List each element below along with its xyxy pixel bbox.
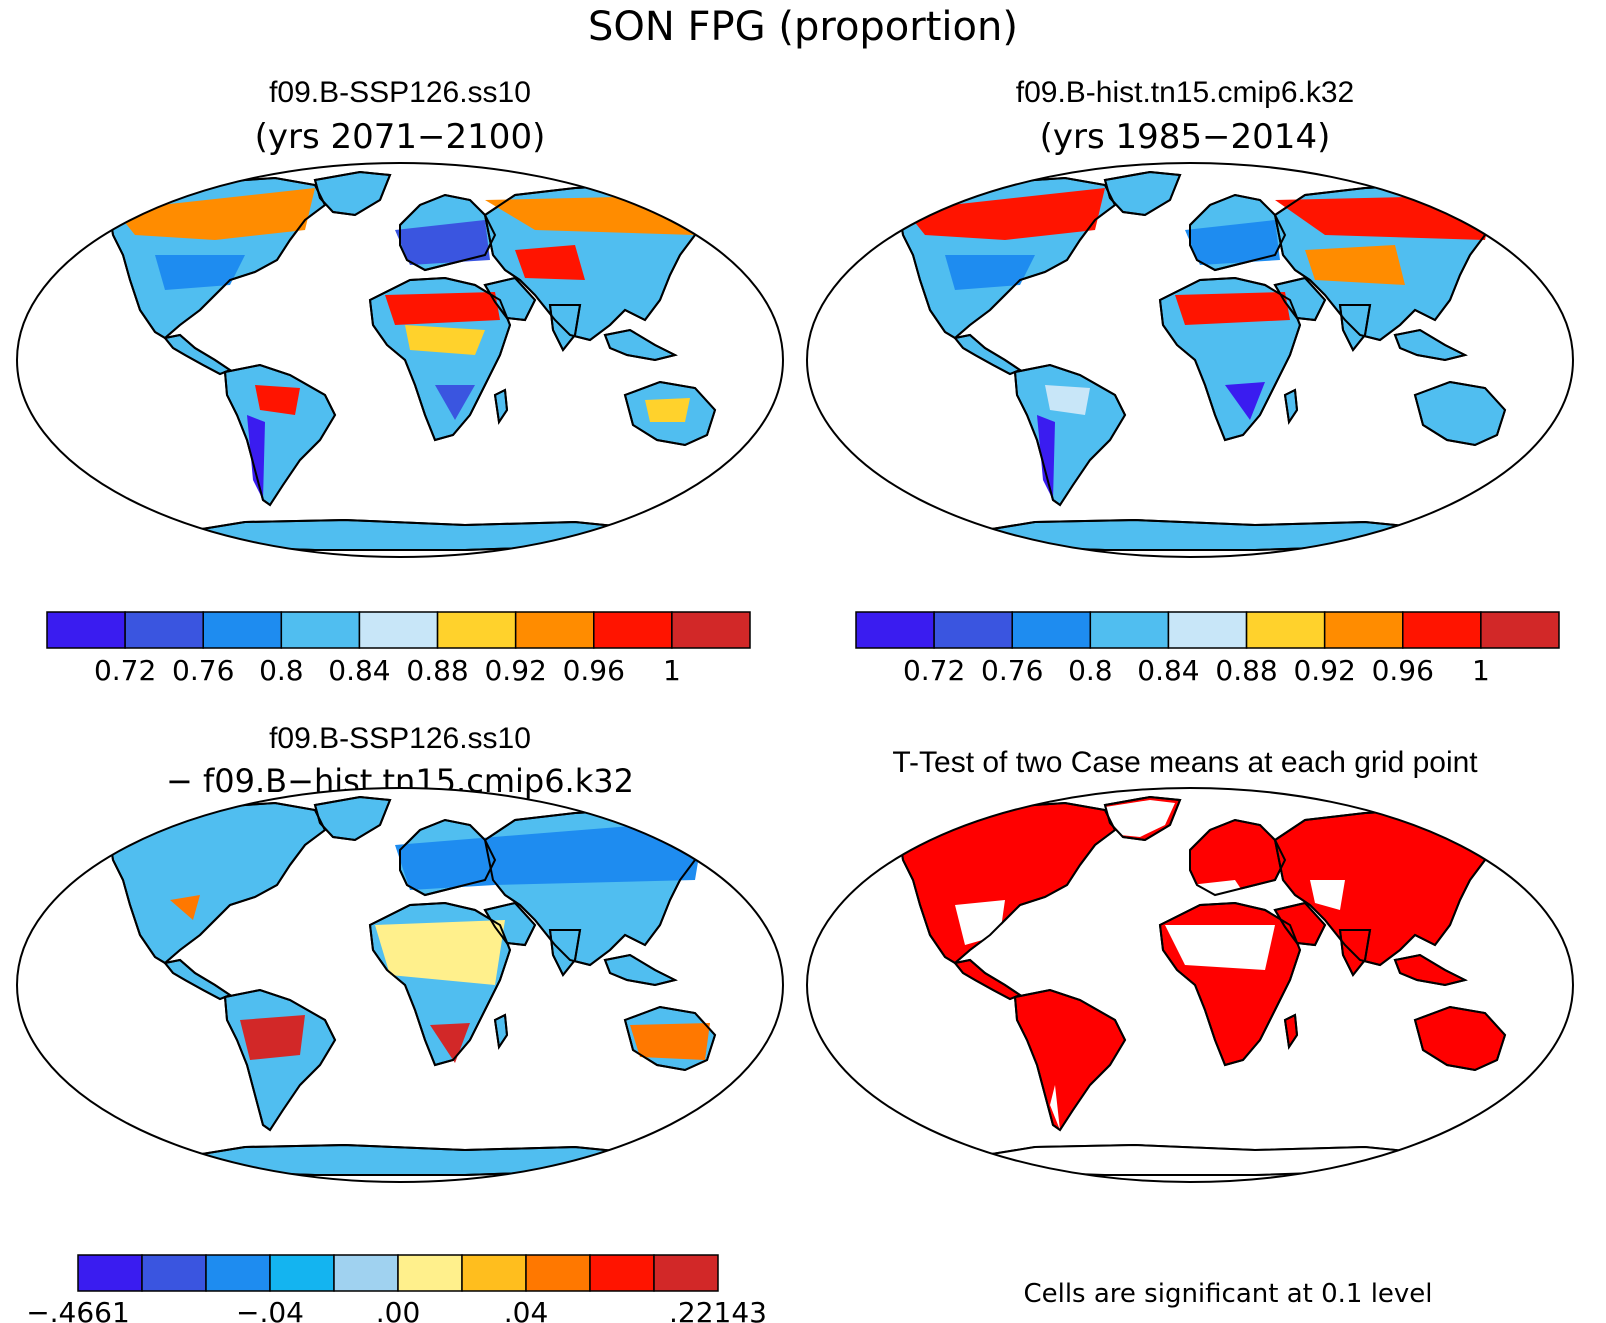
- colorbar-label: 0.88: [406, 654, 468, 687]
- colorbar-swatch: [593, 611, 673, 649]
- colorbar-label: 0.96: [563, 654, 625, 687]
- colorbar-swatch: [202, 611, 283, 649]
- colorbar-difference: −.4661 −.04 .00 .04 .22143: [26, 1254, 767, 1323]
- colorbar-swatch: [671, 611, 751, 649]
- colorbar-label: 0.76: [981, 654, 1043, 687]
- colorbar-swatch: [141, 1254, 207, 1292]
- colorbar-swatch: [46, 611, 126, 649]
- colorbar-label: .04: [504, 1296, 549, 1323]
- panel-ttest: T-Test of two Case means at each grid po…: [806, 746, 1574, 1309]
- colorbar-swatch: [855, 611, 935, 649]
- colorbar-label: 0.8: [1068, 654, 1113, 687]
- colorbar-swatch: [933, 611, 1013, 649]
- colorbar-swatch: [653, 1254, 719, 1292]
- colorbar-swatch: [514, 611, 595, 649]
- colorbar-label: −.4661: [26, 1296, 130, 1323]
- colorbar-label: 0.72: [903, 654, 965, 687]
- colorbar-label: 1: [663, 654, 681, 687]
- colorbar-swatch: [1402, 611, 1482, 649]
- panel-future: f09.B-SSP126.ss10 (yrs 2071−2100): [16, 76, 784, 687]
- colorbar-label: 1: [1472, 654, 1490, 687]
- map-historical: [806, 162, 1574, 558]
- colorbar-swatch: [77, 1254, 143, 1292]
- panel-historical-title: f09.B-hist.tn15.cmip6.k32: [1016, 76, 1355, 109]
- colorbar-label: −.04: [236, 1296, 304, 1323]
- map-ttest: [806, 787, 1574, 1183]
- colorbar-swatch: [280, 611, 361, 649]
- colorbar-swatch: [124, 611, 204, 649]
- colorbar-swatch: [205, 1254, 271, 1292]
- colorbar-label: .00: [376, 1296, 421, 1323]
- colorbar-swatch: [1480, 611, 1560, 649]
- colorbar-swatch: [1011, 611, 1092, 649]
- panel-future-title: f09.B-SSP126.ss10: [269, 76, 531, 109]
- colorbar-swatch: [358, 611, 439, 649]
- colorbar-swatch: [1089, 611, 1170, 649]
- colorbar-future: 0.72 0.76 0.8 0.84 0.88 0.92 0.96 1: [46, 611, 751, 687]
- colorbar-swatch: [1245, 611, 1326, 649]
- panel-future-subtitle: (yrs 2071−2100): [255, 117, 546, 157]
- colorbar-label: .22143: [669, 1296, 767, 1323]
- panel-ttest-title: T-Test of two Case means at each grid po…: [892, 746, 1478, 779]
- colorbar-label: 0.76: [172, 654, 234, 687]
- colorbar-swatch: [436, 611, 517, 649]
- colorbar-label: 0.8: [259, 654, 304, 687]
- colorbar-swatch: [1167, 611, 1248, 649]
- significance-note: Cells are significant at 0.1 level: [1023, 1279, 1432, 1309]
- colorbar-label: 0.92: [484, 654, 546, 687]
- colorbar-swatch: [461, 1254, 527, 1292]
- panel-historical-subtitle: (yrs 1985−2014): [1040, 117, 1331, 157]
- colorbar-swatch: [525, 1254, 591, 1292]
- colorbar-label: 0.84: [1137, 654, 1199, 687]
- colorbar-swatch: [589, 1254, 655, 1292]
- colorbar-historical: 0.72 0.76 0.8 0.84 0.88 0.92 0.96 1: [855, 611, 1560, 687]
- panel-difference: f09.B-SSP126.ss10 − f09.B−hist.tn15.cmip…: [16, 722, 784, 1323]
- panel-historical: f09.B-hist.tn15.cmip6.k32 (yrs 1985−2014…: [806, 76, 1574, 687]
- colorbar-swatch: [269, 1254, 335, 1292]
- figure-title: SON FPG (proportion): [588, 4, 1018, 50]
- colorbar-label: 0.72: [94, 654, 156, 687]
- map-future: [16, 162, 784, 558]
- colorbar-label: 0.96: [1372, 654, 1434, 687]
- colorbar-swatch: [397, 1254, 463, 1292]
- colorbar-label: 0.92: [1293, 654, 1355, 687]
- colorbar-swatch: [1323, 611, 1404, 649]
- map-difference: [16, 787, 784, 1183]
- colorbar-swatch: [333, 1254, 399, 1292]
- panel-difference-title: f09.B-SSP126.ss10: [269, 722, 531, 755]
- colorbar-label: 0.88: [1215, 654, 1277, 687]
- colorbar-label: 0.84: [328, 654, 390, 687]
